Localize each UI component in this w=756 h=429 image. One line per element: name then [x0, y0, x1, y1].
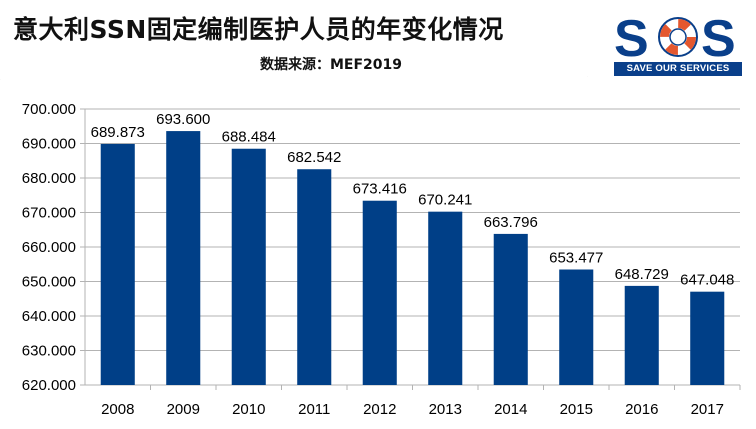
y-tick-label: 640.000 [22, 308, 76, 325]
x-tick-label: 2015 [560, 401, 593, 418]
bar-chart-svg: 620.000 630.000 640.000 650.000 660.000 670.0… [22, 101, 741, 418]
bar [297, 169, 332, 385]
lifebuoy-icon [658, 17, 698, 57]
y-tick-label: 650.000 [22, 274, 76, 291]
data-label: 648.729 [615, 266, 669, 283]
data-label: 693.600 [156, 111, 210, 128]
y-tick-label: 670.000 [22, 205, 76, 222]
y-tick-label: 680.000 [22, 170, 76, 187]
y-tick-label: 690.000 [22, 136, 76, 153]
bar [559, 269, 594, 385]
data-label: 670.241 [418, 192, 472, 209]
logo-tagline: SAVE OUR SERVICES [614, 62, 742, 76]
x-tick-label: 2016 [625, 401, 658, 418]
sos-logo: S S SAVE OUR SERVICES [612, 12, 744, 78]
x-tick-label: 2012 [363, 401, 396, 418]
y-tick-label: 660.000 [22, 239, 76, 256]
bar [624, 285, 659, 385]
bar [100, 143, 135, 385]
x-tick-label: 2009 [167, 401, 200, 418]
x-tick-label: 2013 [429, 401, 462, 418]
x-tick-label: 2010 [232, 401, 265, 418]
bar [690, 291, 725, 385]
x-tick-label: 2008 [101, 401, 134, 418]
logo-letters: S S [614, 12, 736, 62]
bar [166, 131, 201, 385]
bar [428, 211, 463, 385]
data-label: 663.796 [484, 214, 538, 231]
data-label: 673.416 [353, 181, 407, 198]
bar [362, 200, 397, 385]
data-label: 688.484 [222, 129, 276, 146]
data-label: 689.873 [91, 124, 145, 141]
bar [231, 148, 266, 385]
y-tick-label: 630.000 [22, 343, 76, 360]
x-tick-label: 2014 [494, 401, 527, 418]
x-tick-label: 2011 [298, 401, 330, 418]
logo-letter-s2: S [701, 12, 736, 62]
title-banner: 意大利SSN固定编制医护人员的年变化情况 数据来源：MEF2019 [0, 0, 588, 80]
data-source-note: 数据来源：MEF2019 [259, 57, 402, 73]
logo-letter-s1: S [614, 12, 649, 62]
bar-chart: 620.000 630.000 640.000 650.000 660.000 670.0… [0, 85, 756, 425]
bar [493, 233, 528, 385]
data-label: 682.542 [287, 149, 341, 166]
chart-title: 意大利SSN固定编制医护人员的年变化情况 [13, 15, 504, 44]
data-label: 653.477 [549, 250, 603, 267]
y-tick-label: 620.000 [22, 377, 76, 394]
y-tick-label: 700.000 [22, 101, 76, 118]
data-label: 647.048 [680, 272, 734, 289]
x-tick-label: 2017 [691, 401, 724, 418]
